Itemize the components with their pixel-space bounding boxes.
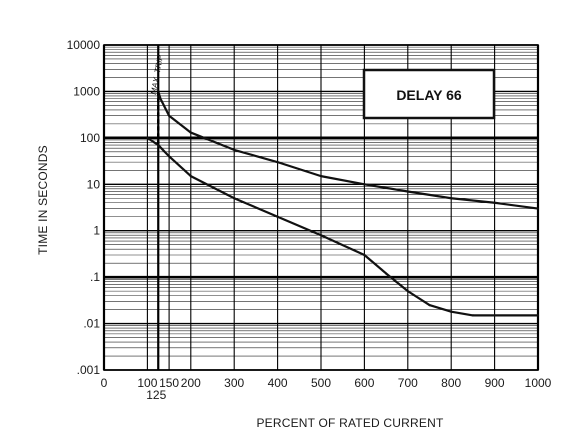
x-tick-label-extra: 125 (146, 388, 166, 402)
series-point-1 (233, 197, 236, 200)
x-tick-label: 300 (224, 376, 244, 390)
x-tick-label: 500 (311, 376, 331, 390)
series-point-1 (406, 290, 409, 293)
series-point-1 (493, 314, 496, 317)
series-point-1 (168, 155, 171, 158)
y-tick-label: 10000 (67, 38, 101, 52)
series-line-1 (146, 136, 538, 317)
series-point-1 (385, 272, 388, 275)
series-point-1 (189, 175, 192, 178)
series-line-0 (157, 91, 539, 210)
legend-box-frame (362, 68, 496, 120)
x-tick-label: 400 (268, 376, 288, 390)
series-point-0 (319, 175, 323, 178)
series-point-1 (276, 215, 279, 218)
x-tick-label: 700 (398, 376, 418, 390)
series-point-1 (428, 303, 431, 307)
series-point-0 (168, 114, 171, 117)
series-point-1 (536, 314, 540, 317)
series-point-0 (189, 131, 192, 134)
series-point-0 (493, 201, 496, 204)
series-point-0 (536, 207, 540, 210)
y-tick-label: 10 (87, 177, 101, 191)
x-axis-title: PERCENT OF RATED CURRENT (256, 416, 444, 430)
x-tick-label: 150 (159, 376, 179, 390)
series-point-1 (363, 253, 366, 257)
series-point-1 (319, 234, 323, 237)
series-point-1 (157, 143, 160, 147)
legend-box-label: DELAY 66 (396, 87, 462, 103)
series-point-0 (159, 97, 162, 100)
y-axis-title: TIME IN SECONDS (36, 145, 50, 255)
grid (102, 44, 540, 371)
series-point-1 (450, 310, 453, 313)
x-tick-label: 1000 (525, 376, 552, 390)
legend-box: DELAY 66 (362, 68, 496, 120)
x-tick-label: 200 (181, 376, 201, 390)
series-point-1 (471, 314, 474, 317)
x-tick-label: 600 (354, 376, 374, 390)
x-tick-label: 100 (137, 376, 157, 390)
max-trip-annotation: MAX. TRIP (149, 54, 165, 96)
y-tick-label: .01 (83, 317, 100, 331)
x-tick-label: 0 (101, 376, 108, 390)
tick-labels: 0 100 150 200 300 400 500 600 700 800 900 100012510… (67, 38, 552, 402)
series-point-0 (276, 161, 279, 164)
y-tick-label: .001 (77, 363, 101, 377)
x-tick-label: 900 (485, 376, 505, 390)
y-tick-label: 1 (93, 224, 100, 238)
y-tick-label: 100 (80, 131, 100, 145)
series-point-0 (450, 197, 453, 200)
series-point-0 (363, 183, 366, 186)
series-point-1 (146, 136, 149, 139)
series-layer (146, 90, 540, 317)
series-point-0 (233, 148, 236, 152)
y-tick-label: .1 (90, 270, 100, 284)
series-point-0 (406, 190, 409, 193)
x-tick-label: 800 (441, 376, 461, 390)
y-tick-label: 1000 (73, 84, 100, 98)
